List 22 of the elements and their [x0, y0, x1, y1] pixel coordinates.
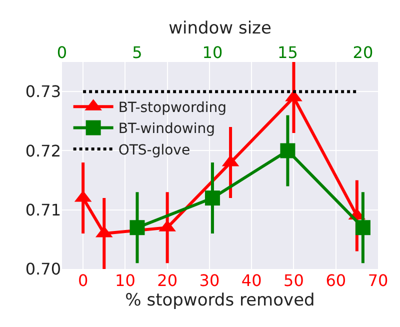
x2-tick-label: 20: [352, 42, 374, 62]
x2-tick-label: 5: [132, 42, 142, 62]
x-tick-label: 70: [368, 271, 388, 290]
x-tick-label: 60: [326, 271, 346, 290]
x-tick-label: 20: [157, 271, 178, 290]
x-tick-label: 40: [241, 271, 262, 290]
x-tick-label: 30: [199, 271, 220, 290]
x2-axis-title: window size: [168, 18, 272, 38]
x-axis-title: % stopwords removed: [125, 290, 315, 310]
x2-tick-label: 10: [202, 42, 223, 62]
legend-label: BT-windowing: [118, 121, 216, 138]
x-tick-label: 50: [284, 271, 304, 290]
x2-tick-label: 15: [278, 42, 298, 62]
y-tick-label: 0.71: [25, 200, 61, 220]
legend-label: OTS-glove: [118, 142, 190, 158]
y-tick-label: 0.73: [25, 82, 61, 102]
x-tick-label: 10: [115, 271, 136, 290]
y-tick-label: 0.70: [25, 260, 61, 279]
legend-label: BT-stopwording: [118, 100, 227, 116]
y-tick-label: 0.72: [25, 141, 61, 160]
x-tick-label: 0: [78, 271, 88, 290]
x2-tick-label: 0: [56, 42, 68, 62]
